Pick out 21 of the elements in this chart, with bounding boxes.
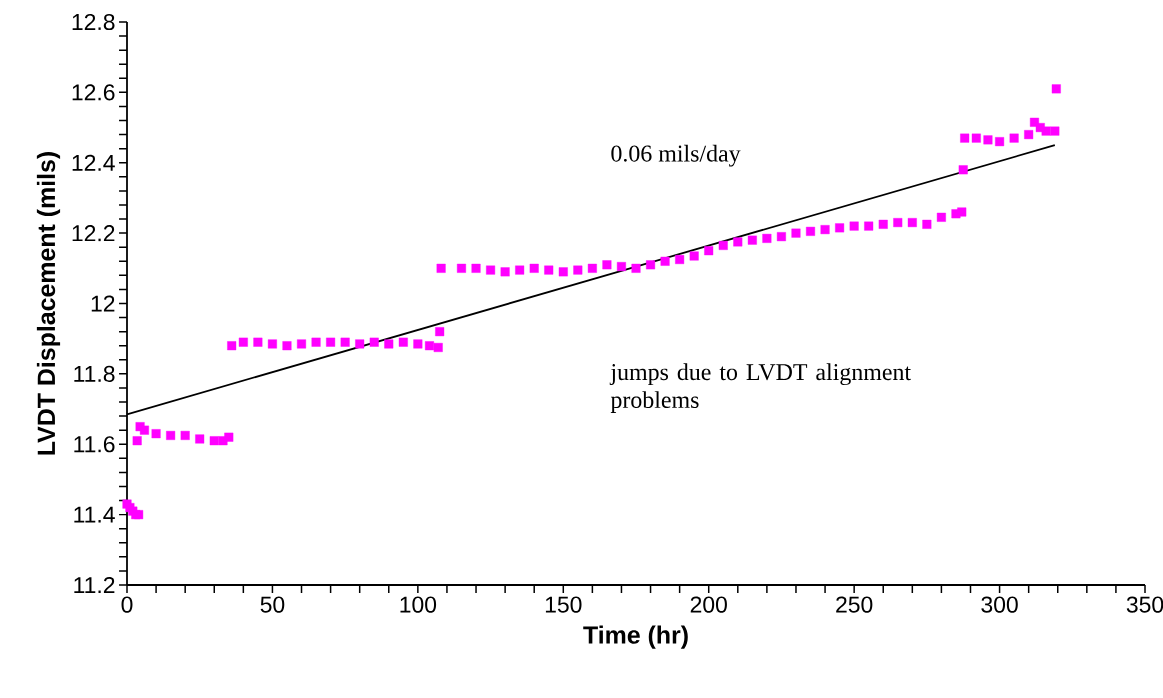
x-tick-label: 350 xyxy=(1126,596,1163,613)
x-tick-label: 0 xyxy=(121,596,133,613)
y-tick-label: 12.4 xyxy=(72,154,115,171)
x-axis-title: Time (hr) xyxy=(583,625,688,649)
x-tick-label: 100 xyxy=(400,596,437,613)
y-tick-label: 11.6 xyxy=(74,436,115,453)
y-tick-label: 12.6 xyxy=(72,84,115,101)
annotation: jumps due to LVDT alignment problems xyxy=(609,363,911,413)
x-tick-label: 150 xyxy=(545,596,582,613)
y-tick-label: 11.2 xyxy=(74,577,115,593)
x-tick-label: 200 xyxy=(690,596,727,613)
x-tick-label: 300 xyxy=(981,596,1018,613)
y-tick-label: 12 xyxy=(91,295,115,312)
y-tick-label: 11.8 xyxy=(74,365,115,382)
x-tick-label: 50 xyxy=(260,596,285,613)
x-tick-label: 250 xyxy=(836,596,873,613)
y-tick-label: 12.2 xyxy=(72,225,115,242)
annotation: 0.06 mils/day xyxy=(611,144,741,167)
y-tick-label: 11.4 xyxy=(74,506,115,523)
y-axis-title: LVDT Displacement (mils) xyxy=(36,152,61,455)
y-tick-label: 12.8 xyxy=(72,13,115,31)
